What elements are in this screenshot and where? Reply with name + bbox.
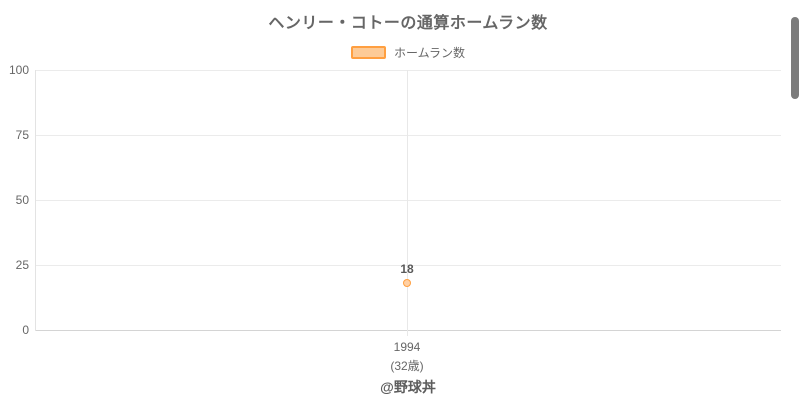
chart-title: ヘンリー・コトーの通算ホームラン数: [268, 15, 548, 32]
y-axis-line: [35, 70, 36, 331]
y-axis-tick-75: 75: [15, 128, 29, 142]
x-axis-tick-1994: 1994 (32歳): [390, 338, 423, 376]
footer-credit: @野球丼: [380, 379, 436, 395]
gridline-75: [35, 135, 781, 136]
y-axis-tick-25: 25: [15, 258, 29, 272]
legend-item-homeruns[interactable]: ホームラン数: [350, 44, 466, 61]
y-axis-tick-50: 50: [15, 193, 29, 207]
data-point-value-label: 18: [400, 262, 414, 276]
scrollbar-thumb[interactable]: [791, 17, 799, 99]
legend-swatch-icon: [350, 46, 386, 59]
data-point-marker[interactable]: [403, 279, 411, 287]
x-axis-tick-year: 1994: [393, 340, 421, 354]
legend-label: ホームラン数: [393, 46, 466, 60]
y-axis-tick-100: 100: [8, 63, 29, 77]
gridline-25: [35, 265, 781, 266]
legend: ホームラン数: [8, 44, 800, 61]
gridline-1994: [407, 70, 408, 336]
y-axis-tick-0: 0: [22, 323, 29, 337]
x-axis-tick-age: (32歳): [390, 359, 424, 373]
gridline-50: [35, 200, 781, 201]
x-axis-line: [35, 330, 781, 331]
gridline-100: [35, 70, 781, 71]
